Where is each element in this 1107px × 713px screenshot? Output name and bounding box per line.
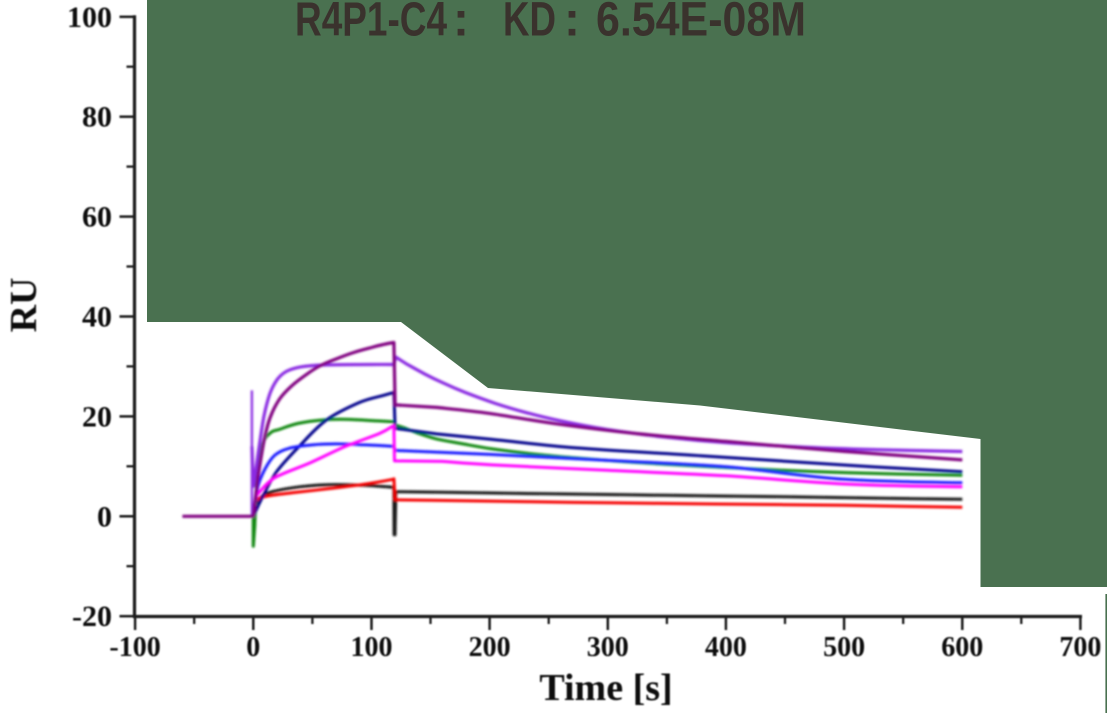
- svg-text:40: 40: [82, 301, 112, 334]
- svg-text:KD: KD: [503, 0, 556, 47]
- svg-text:RU: RU: [3, 278, 45, 333]
- svg-text::: :: [453, 0, 469, 47]
- svg-text:R4P1-C4: R4P1-C4: [295, 0, 447, 47]
- svg-text:400: 400: [705, 632, 747, 663]
- svg-text:6.54E-08M: 6.54E-08M: [596, 0, 806, 47]
- svg-text:700: 700: [1059, 632, 1101, 663]
- svg-text:100: 100: [351, 632, 393, 663]
- svg-text:Time [s]: Time [s]: [539, 667, 672, 709]
- svg-text:600: 600: [941, 632, 983, 663]
- svg-text:0: 0: [97, 500, 112, 533]
- svg-text:0: 0: [246, 632, 260, 663]
- svg-text:500: 500: [823, 632, 865, 663]
- svg-text:-20: -20: [72, 600, 112, 633]
- svg-text:-100: -100: [109, 632, 160, 663]
- svg-text:80: 80: [82, 101, 112, 134]
- svg-text::: :: [564, 0, 580, 47]
- svg-text:100: 100: [67, 1, 112, 34]
- svg-text:300: 300: [587, 632, 629, 663]
- svg-text:60: 60: [82, 201, 112, 234]
- svg-text:200: 200: [469, 632, 511, 663]
- svg-text:20: 20: [82, 400, 112, 433]
